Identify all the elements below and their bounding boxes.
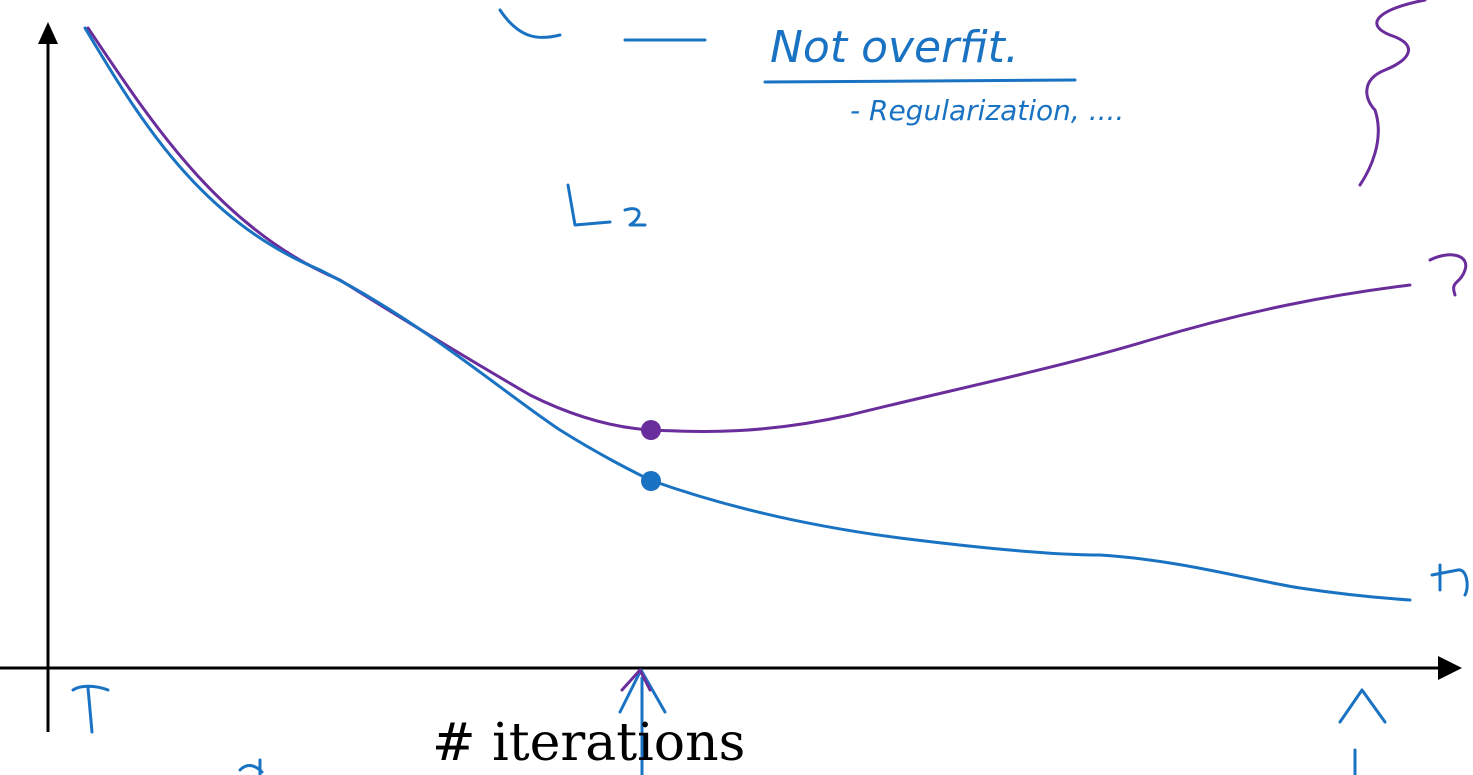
end-arrow — [1338, 688, 1387, 775]
dev-curve-label-scribble — [1428, 253, 1468, 297]
brace-bracket — [1358, 0, 1427, 187]
not-overfit-note: Not overfit. — [770, 22, 1019, 73]
start-arrow — [71, 684, 110, 734]
stop-iteration-marker-overlay — [620, 668, 652, 692]
start-partial-note — [238, 758, 264, 775]
dev-error-curve — [86, 26, 1412, 433]
x-axis-label: # iterations — [432, 713, 745, 773]
y-axis-arrowhead — [38, 22, 58, 44]
note-scribbles — [498, 8, 1077, 84]
regularization-note: - Regularization, .... — [850, 94, 1124, 127]
l2-scribble — [566, 183, 647, 227]
train-error-stop-point — [641, 471, 661, 491]
train-curve-label-scribble — [1430, 563, 1469, 597]
dev-error-minimum-point — [641, 420, 661, 440]
x-axis-arrowhead — [1438, 656, 1462, 680]
train-error-curve — [83, 26, 1412, 602]
